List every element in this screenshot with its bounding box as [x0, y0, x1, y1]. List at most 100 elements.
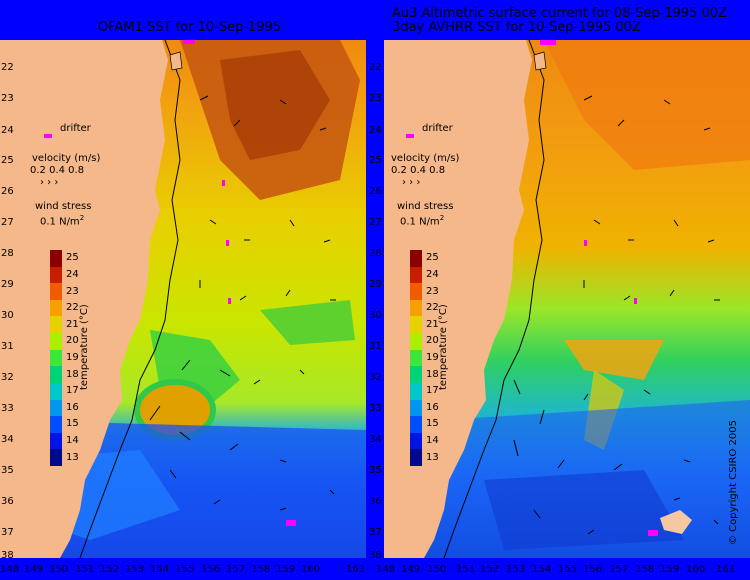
colorbar-tick-label: 18: [426, 368, 439, 380]
copyright-text: © Copyright CSIRO 2005: [728, 420, 739, 545]
colorbar-tick-label: 25: [66, 252, 79, 264]
colorbar-tick-label: 15: [66, 418, 79, 430]
lon-label: 151: [456, 564, 476, 575]
colorbar-tick-label: 20: [66, 335, 79, 347]
left-map-graphic: [0, 40, 366, 558]
wind-value-unit-sup: 2: [79, 214, 85, 222]
lon-label: 157: [609, 564, 629, 575]
colorbar-segment: [410, 449, 422, 467]
lat-label: 24: [369, 125, 382, 136]
lon-label: 156: [583, 564, 603, 575]
lat-label: 31: [1, 341, 14, 352]
right-panel-title-line1: Au3 Altimetric surface current for 08-Se…: [392, 6, 728, 21]
colorbar-tick-label: 22: [426, 302, 439, 314]
right-panel-title-line2: 3day AVHRR SST for 10-Sep-1995 00Z: [392, 20, 641, 35]
lat-label: 23: [369, 93, 382, 104]
lon-label: 150: [49, 564, 69, 575]
lat-label: 36: [1, 496, 14, 507]
lat-label: 30: [1, 310, 14, 321]
lat-label: 29: [369, 279, 382, 290]
lat-label: 32: [1, 372, 14, 383]
lat-label: 26: [369, 186, 382, 197]
lat-label: 24: [1, 125, 14, 136]
wind-value-text: 0.1 N/m: [40, 216, 80, 228]
colorbar-tick-label: 21: [426, 318, 439, 330]
colorbar-segment: [50, 366, 62, 384]
velocity-title: velocity (m/s): [32, 153, 101, 164]
lat-label: 30: [369, 310, 382, 321]
lat-label: 22: [369, 62, 382, 73]
colorbar-tick-label: 15: [426, 418, 439, 430]
lon-label: 155: [175, 564, 195, 575]
colorbar-segment: [50, 432, 62, 450]
lat-label: 36: [369, 496, 382, 507]
colorbar-tick-label: 13: [426, 451, 439, 463]
colorbar-segment: [50, 250, 62, 268]
colorbar-segment: [50, 449, 62, 467]
colorbar-tick-label: 24: [66, 268, 79, 280]
lon-label: 152: [100, 564, 120, 575]
colorbar-segment: [410, 333, 422, 351]
lon-label: 152: [480, 564, 500, 575]
colorbar-segment: [410, 399, 422, 417]
australia-coast-left: [0, 40, 168, 558]
lat-label: 27: [1, 217, 14, 228]
colorbar-segment: [410, 316, 422, 334]
drifter-marker: [44, 134, 52, 138]
colorbar-segment: [50, 399, 62, 417]
colorbar-segment: [50, 333, 62, 351]
lat-label: 37: [369, 527, 382, 538]
colorbar-segment: [410, 366, 422, 384]
colorbar-segment: [410, 432, 422, 450]
lon-label: 148: [376, 564, 396, 575]
lon-label: 159: [660, 564, 680, 575]
wind-title: wind stress: [35, 201, 92, 212]
colorbar-segment: [50, 382, 62, 401]
lon-label: 160: [301, 564, 321, 575]
lon-label: 159: [276, 564, 296, 575]
lat-label: 28: [1, 248, 14, 259]
lat-label: 23: [1, 93, 14, 104]
colorbar-tick-label: 24: [426, 268, 439, 280]
lon-label: 153: [506, 564, 526, 575]
wind-value: 0.1 N/m2: [40, 212, 84, 228]
colorbar-segment: [410, 382, 422, 401]
lat-label: 38: [1, 550, 14, 561]
colorbar-tick-label: 16: [66, 401, 79, 413]
colorbar-left: [50, 250, 62, 467]
colorbar-segment: [410, 299, 422, 317]
velocity-values: 0.2 0.4 0.8: [391, 165, 446, 176]
colorbar-segment: [410, 349, 422, 367]
lat-label: 34: [1, 434, 14, 445]
lat-label: 31: [369, 341, 382, 352]
velocity-values: 0.2 0.4 0.8: [30, 165, 85, 176]
lon-label: 150: [427, 564, 447, 575]
colorbar-segment: [410, 283, 422, 301]
colorbar-tick-label: 16: [426, 401, 439, 413]
lat-label: 26: [1, 186, 14, 197]
colorbar-segment: [50, 266, 62, 284]
lon-label: 149: [24, 564, 44, 575]
wind-title: wind stress: [397, 201, 454, 212]
colorbar-segment: [50, 299, 62, 317]
lon-label: 160: [686, 564, 706, 575]
colorbar-tick-label: 20: [426, 335, 439, 347]
colorbar-segment: [50, 283, 62, 301]
lat-label: 25: [369, 155, 382, 166]
lon-label: 154: [532, 564, 552, 575]
wind-value-unit-sup: 2: [439, 214, 445, 222]
drifter-label: drifter: [60, 123, 91, 134]
colorbar-segment: [50, 349, 62, 367]
colorbar-tick-label: 13: [66, 451, 79, 463]
lon-label: 149: [401, 564, 421, 575]
lat-label: 35: [1, 465, 14, 476]
lat-label: 22: [1, 62, 14, 73]
lat-label: 29: [1, 279, 14, 290]
wind-value: 0.1 N/m2: [400, 212, 444, 228]
lon-label: 155: [558, 564, 578, 575]
lat-label: 38: [369, 550, 382, 561]
lon-label: 161: [716, 564, 736, 575]
drifter-marker: [406, 134, 414, 138]
colorbar-segment: [410, 266, 422, 284]
velocity-arrows: › › ›: [402, 177, 421, 188]
